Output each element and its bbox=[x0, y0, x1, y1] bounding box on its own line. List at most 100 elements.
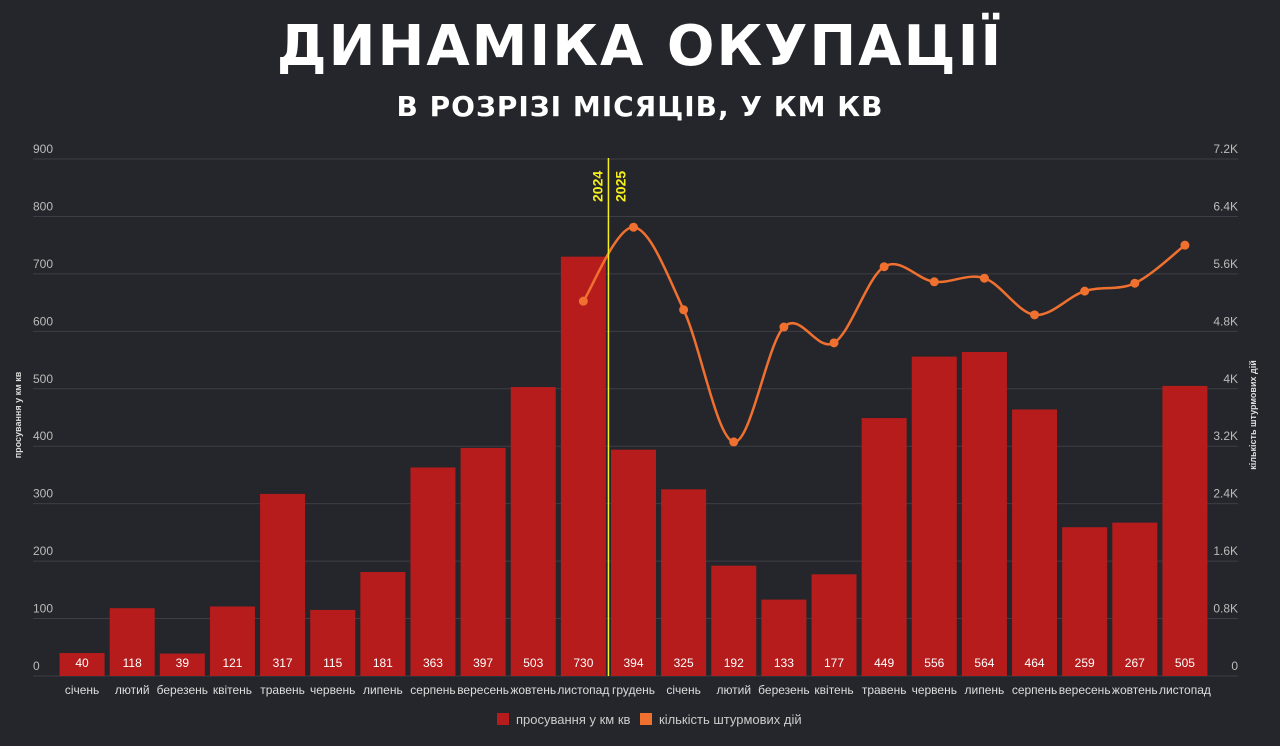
x-tick-label: червень bbox=[310, 683, 355, 697]
bar bbox=[1062, 527, 1108, 676]
x-tick-label: січень bbox=[666, 683, 700, 697]
x-tick-label: жовтень bbox=[510, 683, 556, 697]
bar-value-label: 192 bbox=[724, 656, 744, 670]
bar-value-label: 259 bbox=[1075, 656, 1095, 670]
legend-swatch-bars bbox=[497, 713, 509, 725]
bar-value-label: 115 bbox=[323, 656, 342, 670]
bar-value-label: 317 bbox=[273, 656, 293, 670]
line-point bbox=[679, 305, 689, 315]
chart-title: ДИНАМІКА ОКУПАЦІЇ bbox=[276, 14, 1004, 79]
y2-tick-label: 4.8K bbox=[1213, 314, 1238, 328]
legend-swatch-line bbox=[640, 713, 652, 725]
x-tick-label: квітень bbox=[814, 683, 853, 697]
legend: просування у км кв кількість штурмових д… bbox=[497, 712, 802, 727]
line-point bbox=[1080, 286, 1090, 296]
bar-value-label: 464 bbox=[1025, 656, 1045, 670]
bar bbox=[360, 572, 406, 676]
y2-tick-label: 5.6K bbox=[1213, 257, 1238, 271]
x-tick-label: березень bbox=[157, 683, 208, 697]
bar-value-label: 325 bbox=[674, 656, 694, 670]
line-point bbox=[729, 437, 739, 447]
bar bbox=[861, 418, 907, 676]
x-tick-label: квітень bbox=[213, 683, 252, 697]
y-tick-label: 200 bbox=[33, 544, 53, 558]
bar bbox=[460, 447, 506, 676]
y-tick-label: 500 bbox=[33, 372, 53, 386]
line-point bbox=[979, 273, 989, 283]
bar-value-label: 564 bbox=[974, 656, 994, 670]
y-tick-label: 0 bbox=[33, 659, 40, 673]
legend-label-line: кількість штурмових дій bbox=[659, 712, 802, 727]
legend-label-bars: просування у км кв bbox=[516, 712, 631, 727]
x-tick-label: вересень bbox=[457, 683, 509, 697]
x-tick-label: липень bbox=[363, 683, 403, 697]
bar-value-label: 267 bbox=[1125, 656, 1145, 670]
line-point bbox=[578, 296, 588, 306]
y-tick-label: 700 bbox=[33, 257, 53, 271]
y-axis-label: просування у км кв bbox=[13, 371, 23, 458]
y-tick-label: 300 bbox=[33, 487, 53, 501]
x-tick-label: грудень bbox=[612, 683, 655, 697]
x-tick-label: червень bbox=[912, 683, 957, 697]
line-point bbox=[1180, 240, 1190, 250]
y-tick-label: 800 bbox=[33, 199, 53, 213]
x-tick-label: листопад bbox=[1159, 683, 1211, 697]
bar bbox=[109, 608, 155, 676]
x-tick-label: вересень bbox=[1059, 683, 1111, 697]
bar-value-label: 181 bbox=[373, 656, 393, 670]
x-tick-label: жовтень bbox=[1112, 683, 1158, 697]
bar bbox=[611, 449, 656, 676]
x-tick-label: січень bbox=[65, 683, 99, 697]
y2-axis-label: кількість штурмових дій bbox=[1248, 360, 1258, 469]
bar bbox=[1112, 522, 1158, 676]
bar-value-label: 118 bbox=[123, 656, 142, 670]
x-tick-label: березень bbox=[758, 683, 809, 697]
bar bbox=[911, 356, 957, 676]
line-point bbox=[879, 262, 889, 272]
bar-value-label: 363 bbox=[423, 656, 443, 670]
bar-value-label: 503 bbox=[523, 656, 543, 670]
line-point bbox=[1130, 278, 1140, 288]
x-tick-label: липень bbox=[965, 683, 1005, 697]
bar bbox=[711, 565, 757, 676]
y2-tick-label: 6.4K bbox=[1213, 199, 1238, 213]
x-tick-label: травень bbox=[260, 683, 305, 697]
line-point bbox=[779, 322, 789, 332]
bar-value-label: 730 bbox=[573, 656, 593, 670]
x-tick-label: лютий bbox=[115, 683, 150, 697]
bar bbox=[1162, 385, 1208, 676]
y2-tick-label: 4K bbox=[1223, 372, 1238, 386]
bar bbox=[961, 352, 1007, 676]
line-point bbox=[629, 222, 638, 232]
year-label-2024: 2024 bbox=[589, 171, 605, 202]
y-tick-label: 900 bbox=[33, 142, 53, 156]
x-tick-label: серпень bbox=[410, 683, 455, 697]
bar-value-label: 177 bbox=[824, 656, 844, 670]
bar bbox=[560, 256, 606, 676]
line-point bbox=[1030, 310, 1040, 320]
chart-subtitle: В РОЗРІЗІ МІСЯЦІВ, У КМ КВ bbox=[396, 90, 884, 123]
x-tick-label: лютий bbox=[716, 683, 751, 697]
bar-value-label: 121 bbox=[222, 656, 242, 670]
year-label-2025: 2025 bbox=[612, 171, 628, 202]
line-series-assaults bbox=[582, 225, 1186, 444]
bar bbox=[209, 606, 255, 676]
bar-value-label: 39 bbox=[176, 656, 190, 670]
x-tick-label: серпень bbox=[1012, 683, 1057, 697]
y2-tick-label: 3.2K bbox=[1213, 429, 1238, 443]
bar bbox=[310, 609, 356, 676]
bar bbox=[811, 574, 857, 676]
line-point bbox=[829, 338, 839, 348]
x-tick-label: травень bbox=[862, 683, 907, 697]
bar bbox=[159, 653, 205, 676]
y2-tick-label: 2.4K bbox=[1213, 487, 1238, 501]
bar bbox=[410, 467, 456, 676]
bar-value-label: 133 bbox=[774, 656, 794, 670]
line-point bbox=[929, 277, 939, 287]
y-tick-label: 400 bbox=[33, 429, 53, 443]
y2-tick-label: 7.2K bbox=[1213, 142, 1238, 156]
bar bbox=[661, 489, 707, 676]
y2-tick-label: 0 bbox=[1231, 659, 1238, 673]
bar bbox=[761, 599, 807, 676]
